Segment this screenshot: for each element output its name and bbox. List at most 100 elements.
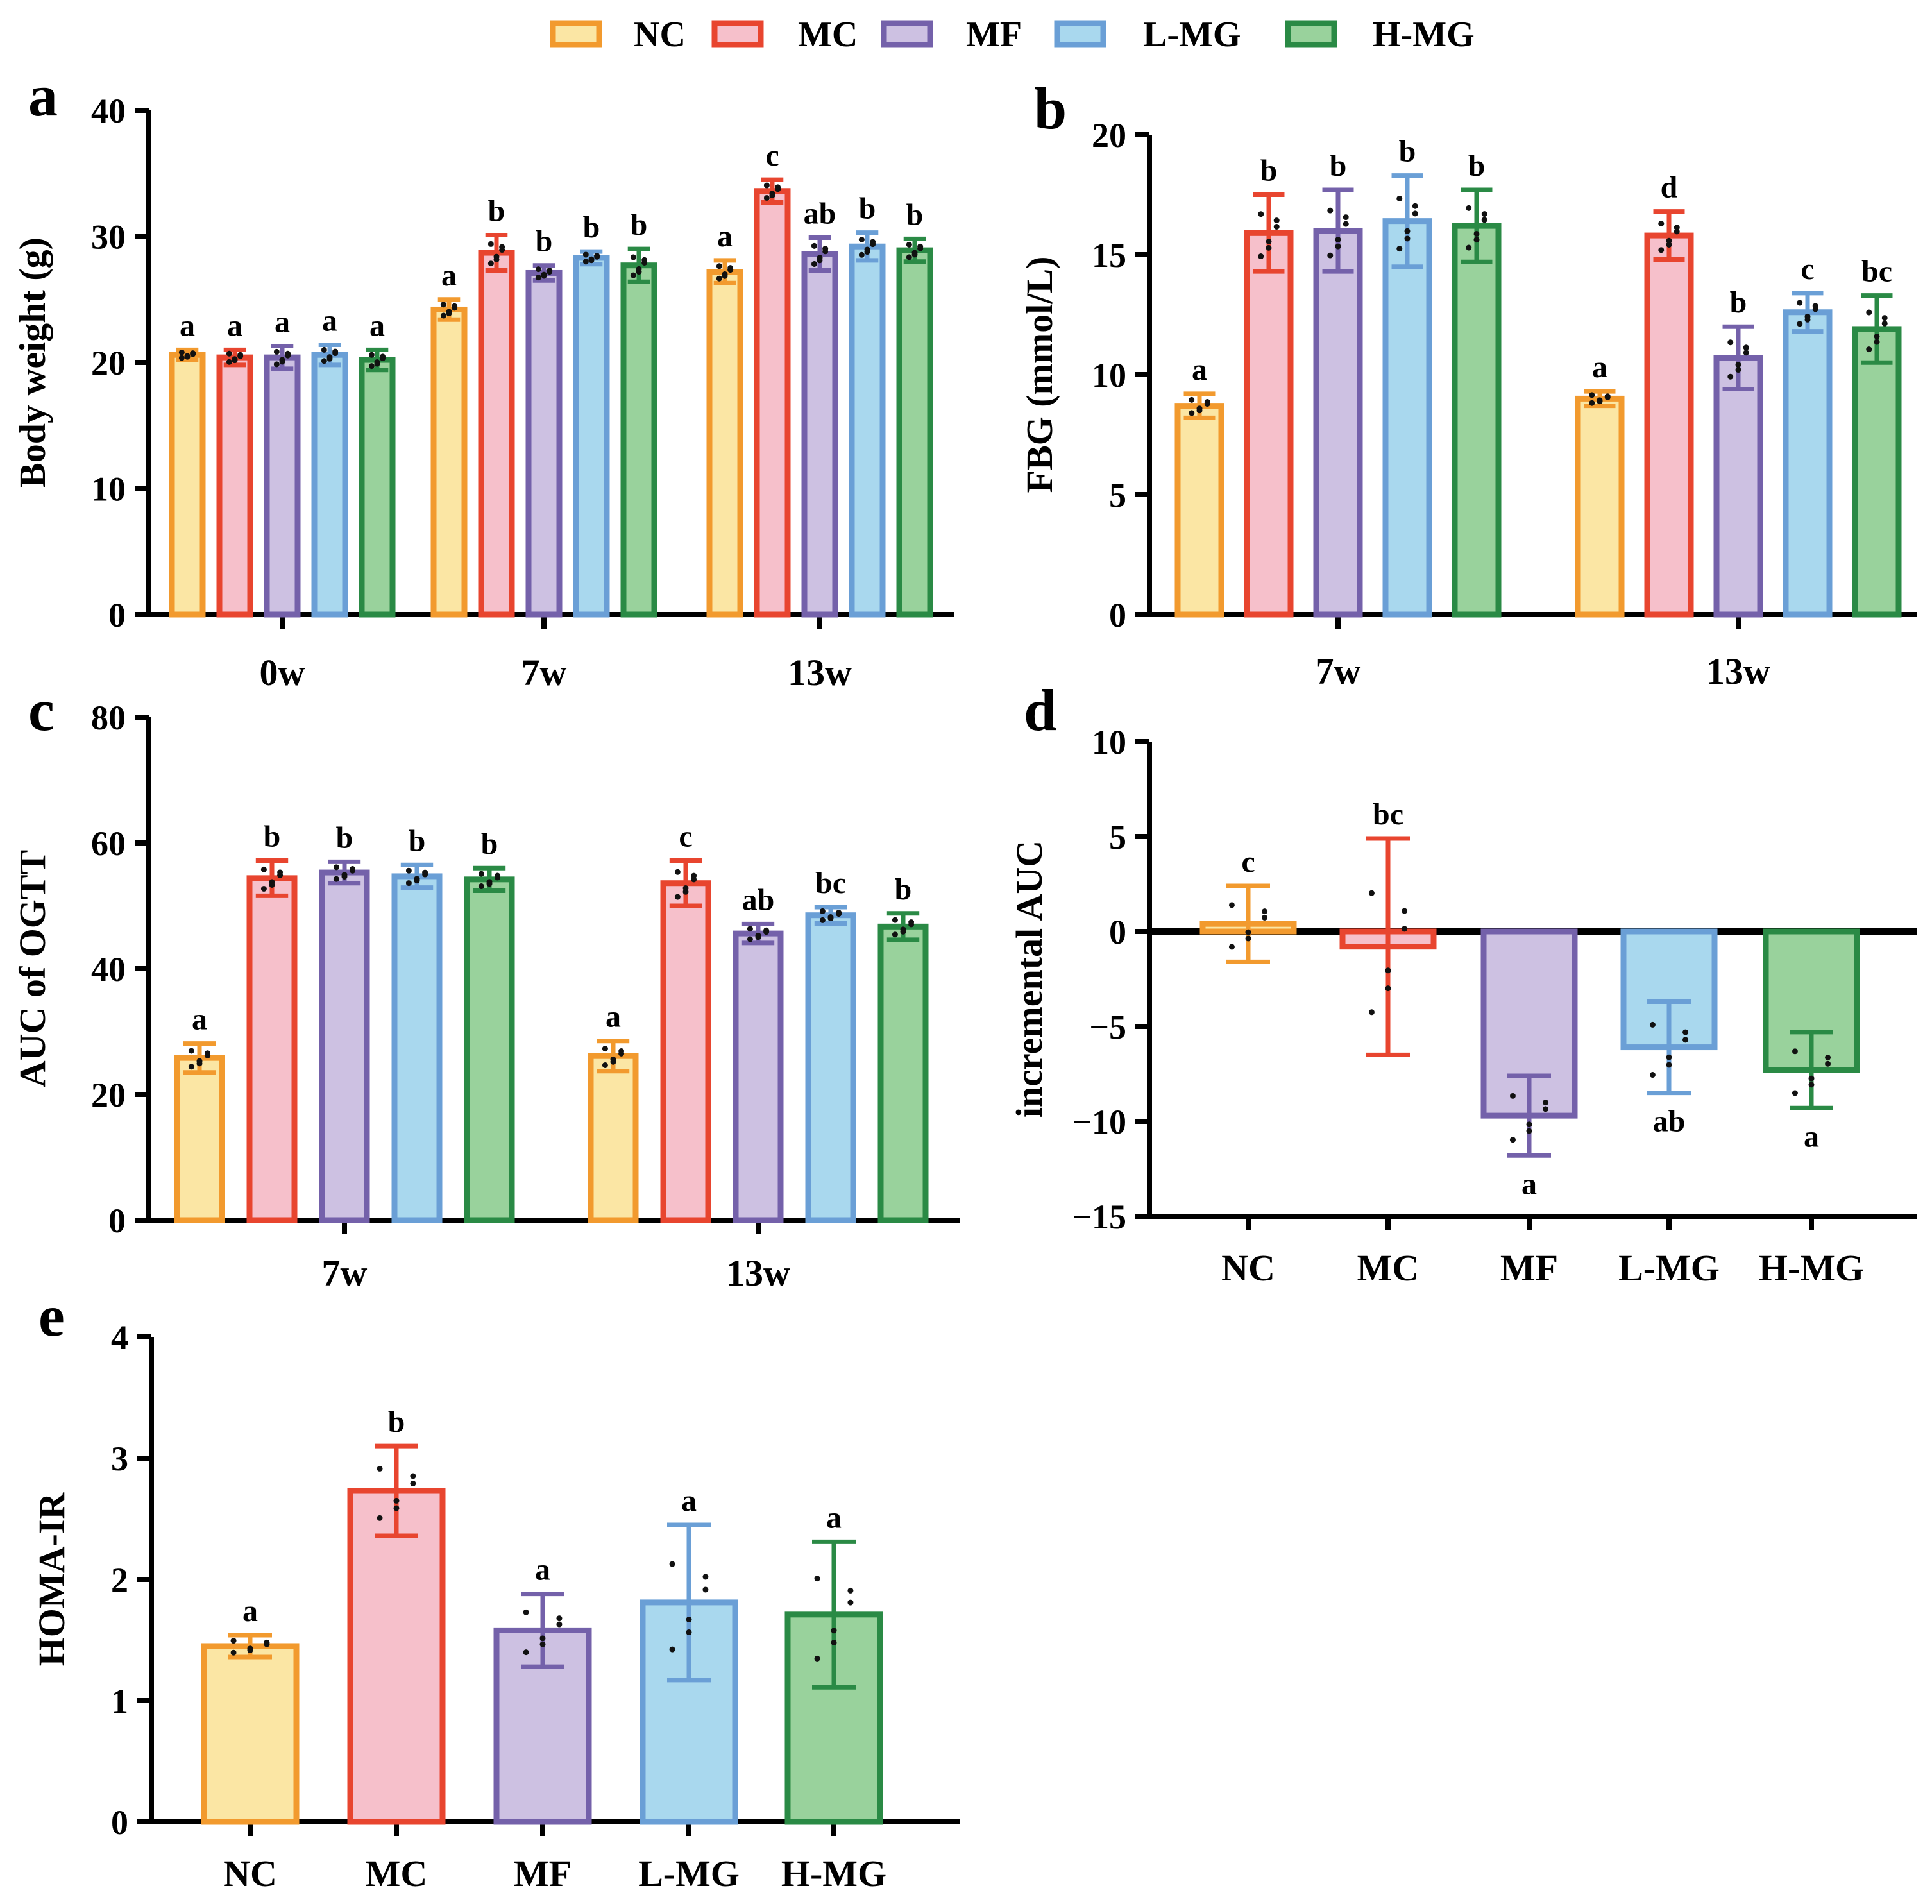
sig-letter-a-0w-mc: a [227, 309, 242, 343]
data-point-c-13w-hmg [900, 928, 906, 935]
data-point-a-0w-mf [279, 359, 285, 365]
bar-a-13w-mc [754, 188, 791, 618]
data-point-c-7w-mf [333, 876, 339, 882]
sig-letter-a-7w-lmg: b [583, 210, 600, 244]
sig-letter-e-mc: b [388, 1405, 405, 1439]
legend-swatch-mc [711, 20, 764, 48]
data-point-a-7w-mc [499, 244, 505, 250]
sig-letter-b-7w-nc: a [1192, 353, 1207, 387]
data-point-b-7w-hmg [1481, 211, 1487, 217]
data-point-d-lmg [1649, 1072, 1656, 1078]
bar-b-13w-lmg [1783, 309, 1833, 618]
sig-letter-d-mf: a [1521, 1167, 1537, 1201]
y-tick-label-a: 30 [91, 218, 126, 257]
data-point-a-7w-nc [446, 310, 452, 317]
data-point-e-nc [230, 1649, 237, 1656]
data-point-b-13w-mf [1743, 350, 1749, 356]
sig-letter-b-13w-nc: a [1592, 350, 1607, 384]
x-tick-label-d-hmg: H-MG [1759, 1247, 1864, 1289]
sig-letter-b-13w-mf: b [1730, 285, 1747, 319]
data-point-d-mf [1526, 1121, 1532, 1128]
data-point-c-7w-mc [260, 885, 267, 892]
legend-label-mc: MC [798, 15, 858, 55]
data-point-a-7w-hmg [630, 254, 636, 260]
data-point-a-0w-lmg [326, 355, 333, 362]
data-point-b-7w-hmg [1473, 230, 1480, 237]
data-point-c-7w-lmg [405, 867, 412, 874]
data-point-e-mf [556, 1621, 563, 1628]
data-point-b-7w-nc [1204, 398, 1210, 405]
sig-letter-e-nc: a [242, 1594, 258, 1628]
y-tick-label-d: −10 [1072, 1103, 1126, 1141]
data-point-e-lmg [702, 1574, 709, 1580]
bar-a-7w-mc [478, 250, 515, 618]
bar-a-0w-lmg [311, 352, 348, 618]
bar-c-13w-mc [660, 880, 711, 1223]
data-point-c-13w-mc [691, 872, 697, 879]
data-point-c-7w-nc [196, 1060, 203, 1067]
bar-c-7w-nc [174, 1055, 225, 1223]
sig-letter-a-0w-lmg: a [322, 303, 337, 337]
y-tick-label-d: 0 [1109, 913, 1126, 951]
data-point-e-mf [523, 1609, 529, 1615]
panel-label-a: a [28, 63, 58, 128]
data-point-c-13w-lmg [836, 909, 842, 915]
sig-letter-a-7w-nc: a [441, 259, 457, 293]
data-point-a-7w-mc [487, 260, 494, 267]
data-point-b-13w-mc [1666, 237, 1672, 244]
y-axis-label-c: AUC of OGTT [12, 850, 53, 1088]
legend-swatch-lmg [1054, 20, 1106, 48]
y-tick-label-a: 40 [91, 92, 126, 130]
data-point-b-7w-mf [1327, 207, 1334, 214]
y-tick-label-e: 4 [111, 1318, 128, 1357]
data-point-b-7w-nc [1196, 407, 1203, 414]
panel-label-e: e [38, 1283, 65, 1348]
data-point-a-7w-mf [547, 268, 553, 274]
panel-label-c: c [28, 677, 55, 743]
sig-letter-b-13w-hmg: bc [1861, 255, 1892, 289]
data-point-b-7w-nc [1189, 410, 1195, 416]
data-point-a-7w-lmg [582, 251, 589, 258]
data-point-d-nc [1228, 944, 1235, 950]
data-point-a-0w-nc [190, 350, 196, 357]
data-point-a-7w-hmg [630, 272, 636, 278]
y-tick-label-d: −15 [1072, 1198, 1126, 1236]
x-tick-label-e-nc: NC [223, 1853, 277, 1894]
data-point-e-nc [247, 1647, 253, 1653]
x-tick-label-e-mf: MF [514, 1853, 572, 1894]
data-point-a-7w-nc [440, 312, 446, 319]
data-point-b-7w-hmg [1473, 237, 1480, 243]
bar-a-13w-mf [801, 251, 838, 618]
bar-e-mc [347, 1488, 446, 1825]
bar-c-13w-mf [733, 930, 784, 1223]
data-point-c-13w-lmg [827, 915, 834, 922]
bar-a-0w-mc [216, 354, 253, 618]
bar-c-7w-mf [319, 869, 370, 1223]
data-point-c-13w-hmg [892, 931, 898, 938]
data-point-b-7w-mf [1343, 214, 1349, 221]
data-point-e-lmg [669, 1646, 675, 1653]
data-point-b-13w-mc [1674, 228, 1680, 235]
data-point-d-mf [1509, 1137, 1516, 1143]
data-point-a-0w-hmg [374, 361, 380, 367]
data-point-d-lmg [1666, 1062, 1672, 1068]
bar-a-7w-hmg [620, 262, 657, 618]
data-point-d-mc [1368, 1009, 1375, 1016]
data-point-c-13w-nc [602, 1046, 608, 1052]
y-tick-label-b: 10 [1092, 356, 1126, 395]
data-point-c-7w-hmg [486, 881, 493, 887]
data-point-d-mc [1368, 890, 1375, 896]
sig-letter-d-nc: c [1241, 845, 1255, 879]
data-point-c-13w-mc [674, 869, 681, 875]
y-tick-label-c: 60 [91, 824, 126, 863]
bar-c-13w-nc [588, 1053, 639, 1223]
data-point-c-7w-nc [188, 1064, 194, 1070]
data-point-a-13w-hmg [906, 241, 912, 248]
sig-letter-a-7w-mc: b [488, 194, 505, 228]
sig-letter-a-13w-lmg: b [859, 192, 876, 226]
data-point-b-7w-mc [1266, 239, 1272, 245]
sig-letter-e-mf: a [535, 1553, 550, 1587]
